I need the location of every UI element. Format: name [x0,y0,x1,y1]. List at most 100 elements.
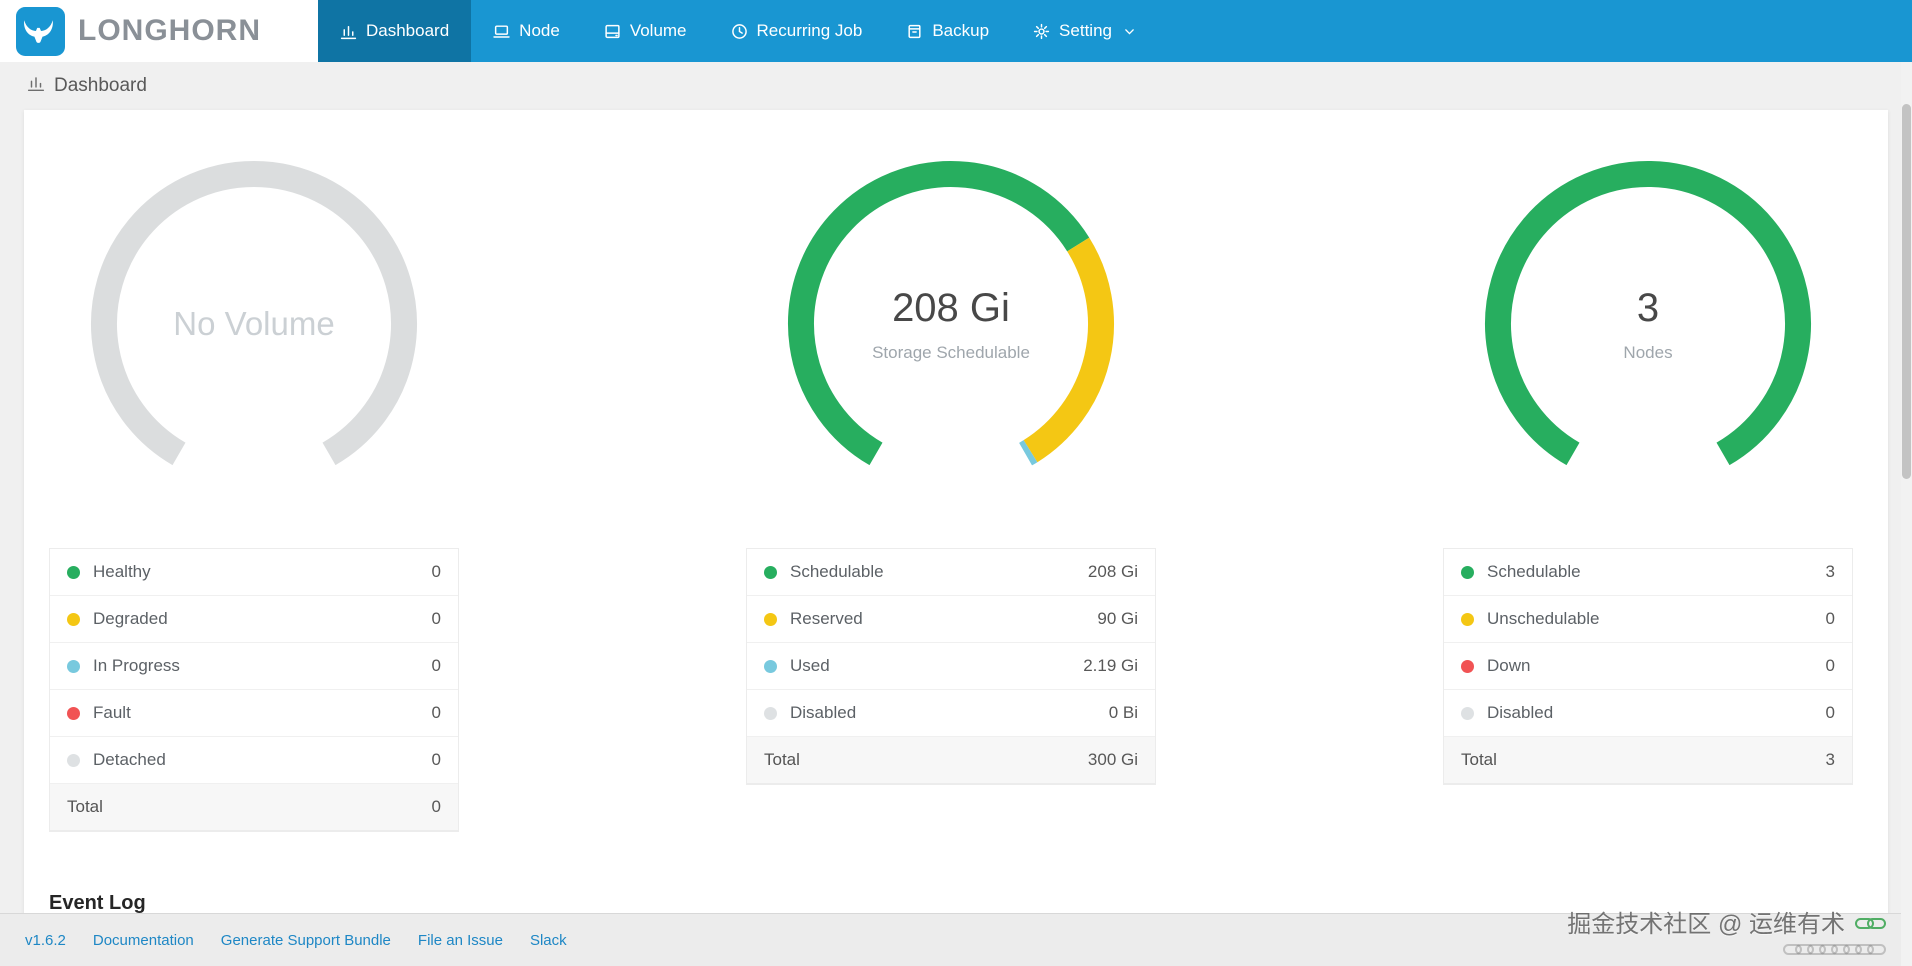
node-status-table: Schedulable 3 Unschedulable 0 Down 0 Dis… [1443,548,1853,785]
footer: v1.6.2 Documentation Generate Support Bu… [0,913,1912,966]
storage-gauge: 208 Gi Storage Schedulable [781,154,1121,494]
event-log-title: Event Log [49,892,146,914]
nav-label: Node [519,21,560,40]
main-nav: Dashboard Node Volume R [318,0,1158,62]
table-row: Detached 0 [50,737,458,784]
charts-row: No Volume Healthy 0 Degraded 0 In Prog [49,154,1888,832]
storage-column: 208 Gi Storage Schedulable Schedulable 2… [746,154,1156,832]
row-label: Down [1487,656,1531,675]
nav-item-backup[interactable]: Backup [884,0,1011,62]
backup-icon [906,23,923,40]
table-row: Healthy 0 [50,549,458,596]
table-row: Used 2.19 Gi [747,643,1155,690]
row-value: 0 [1825,609,1835,628]
row-value: 0 [1825,656,1835,675]
nav-item-node[interactable]: Node [471,0,582,62]
row-value: 208 Gi [1087,562,1138,581]
row-label: Healthy [93,562,151,581]
dashboard-icon [340,23,357,40]
scrollbar-track[interactable] [1901,62,1912,966]
table-row: Degraded 0 [50,596,458,643]
volume-column: No Volume Healthy 0 Degraded 0 In Prog [49,154,459,832]
row-label: Disabled [790,703,857,722]
row-value: 3 [1825,562,1835,581]
status-dot [764,612,777,626]
status-dot [1461,706,1474,720]
status-dot [764,659,777,673]
table-row: Fault 0 [50,690,458,737]
volume-gauge: No Volume [84,154,424,494]
table-row: Disabled 0 [1444,690,1852,737]
row-value: 90 Gi [1097,609,1138,628]
storage-status-table: Schedulable 208 Gi Reserved 90 Gi Used 2… [746,548,1156,785]
nav-label: Setting [1059,21,1112,40]
volume-icon [604,23,621,40]
total-label: Total [1461,750,1497,769]
row-label: Detached [93,750,166,769]
total-value: 0 [431,797,441,816]
table-total-row: Total 3 [1444,737,1852,784]
row-value: 0 [431,750,441,769]
row-label: Unschedulable [1487,609,1600,628]
longhorn-bull-icon [16,6,65,56]
row-label: Schedulable [1487,562,1581,581]
nav-label: Volume [629,21,687,40]
dashboard-panel: No Volume Healthy 0 Degraded 0 In Prog [24,110,1888,966]
total-value: 300 Gi [1087,750,1138,769]
nav-item-recurring-job[interactable]: Recurring Job [709,0,885,62]
scrollbar-thumb[interactable] [1902,104,1911,479]
footer-link-file-issue[interactable]: File an Issue [417,931,503,949]
status-dot [764,565,777,579]
table-row: Down 0 [1444,643,1852,690]
status-dot [67,565,80,579]
nav-item-volume[interactable]: Volume [582,0,709,62]
total-label: Total [764,750,800,769]
volume-status-table: Healthy 0 Degraded 0 In Progress 0 Fault… [49,548,459,832]
total-value: 3 [1825,750,1835,769]
row-label: Used [790,656,830,675]
gear-icon [1033,23,1050,40]
status-dot [1461,659,1474,673]
table-row: In Progress 0 [50,643,458,690]
longhorn-logo[interactable]: LONGHORN [0,0,318,62]
total-label: Total [67,797,103,816]
nav-label: Recurring Job [756,21,863,40]
table-row: Schedulable 208 Gi [747,549,1155,596]
row-value: 0 Bi [1108,703,1138,722]
row-label: Degraded [93,609,168,628]
node-icon [493,23,510,40]
clock-icon [731,23,748,40]
nav-item-setting[interactable]: Setting [1011,0,1158,62]
row-label: In Progress [93,656,180,675]
node-gauge: 3 Nodes [1478,154,1818,494]
status-dot [1461,565,1474,579]
chevron-down-icon [1123,25,1136,38]
page-title: Dashboard [54,75,147,96]
row-label: Schedulable [790,562,884,581]
table-row: Reserved 90 Gi [747,596,1155,643]
node-column: 3 Nodes Schedulable 3 Unschedulable 0 D [1443,154,1853,832]
row-value: 2.19 Gi [1083,656,1138,675]
status-dot [67,612,80,626]
table-total-row: Total 300 Gi [747,737,1155,784]
status-dot [764,706,777,720]
footer-link-slack[interactable]: Slack [529,931,567,949]
status-dot [67,659,80,673]
nav-item-dashboard[interactable]: Dashboard [318,0,472,62]
row-value: 0 [1825,703,1835,722]
row-label: Reserved [790,609,863,628]
row-value: 0 [431,703,441,722]
footer-link-support-bundle[interactable]: Generate Support Bundle [220,931,391,949]
row-value: 0 [431,656,441,675]
brand-name: LONGHORN [78,14,261,47]
table-row: Disabled 0 Bi [747,690,1155,737]
status-dot [67,753,80,767]
status-dot [67,706,80,720]
breadcrumb: Dashboard [0,62,1912,110]
table-total-row: Total 0 [50,784,458,831]
nav-label: Backup [932,21,990,40]
row-label: Fault [93,703,131,722]
version-link[interactable]: v1.6.2 [25,931,66,949]
footer-link-documentation[interactable]: Documentation [92,931,194,949]
table-row: Unschedulable 0 [1444,596,1852,643]
